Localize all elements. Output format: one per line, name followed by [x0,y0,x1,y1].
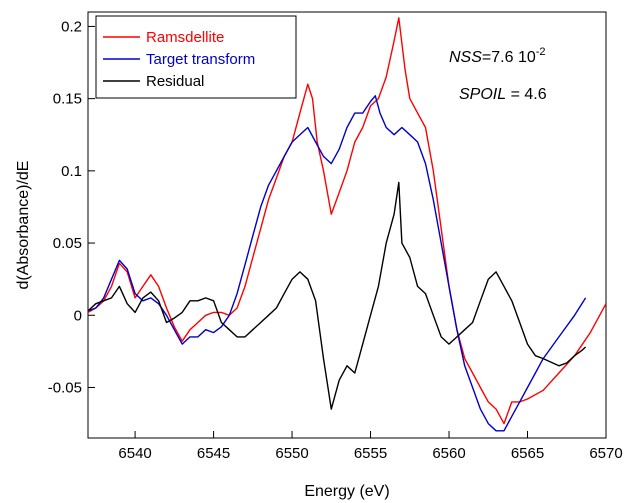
legend-label-target-transform: Target transform [146,51,255,68]
legend-label-ramsdellite: Ramsdellite [146,29,224,46]
x-tick-label: 6550 [275,445,308,462]
y-tick-label: 0 [74,307,82,324]
x-tick-label: 6540 [118,445,151,462]
nss-exponent: -2 [536,46,546,58]
nss-value: =7.6 10 [482,49,536,66]
x-tick-label: 6555 [354,445,387,462]
plot-frame [87,11,607,439]
y-axis-title: d(Absorbance)/dE [15,161,32,290]
y-tick-label: 0.05 [53,235,82,252]
x-tick-label: 6545 [197,445,230,462]
y-tick-label: 0.2 [61,18,82,35]
series-line-target-transform [88,95,587,432]
x-tick-label: 6560 [432,445,465,462]
x-axis-title: Energy (eV) [304,483,389,500]
x-tick-label: 6565 [511,445,544,462]
y-tick-label: -0.05 [48,379,82,396]
legend-label-residual: Residual [146,73,204,90]
spoil-value: = 4.6 [506,86,547,103]
spoil-label: SPOIL [459,86,506,103]
y-tick-label: 0.15 [53,91,82,108]
x-tick-label: 6570 [589,445,622,462]
x-axis: 6540 6545 6550 6555 6560 6565 6570 [118,431,623,462]
spoil-annotation: SPOIL = 4.6 [459,86,547,103]
nss-label: NSS [449,49,482,66]
series-line-ramsdellite [88,17,606,425]
legend: Ramsdellite Target transform Residual [95,15,297,99]
series-layer [88,17,606,432]
legend-box [95,15,297,99]
nss-annotation: NSS=7.6 10-2 [449,46,546,66]
y-axis: -0.05 0 0.05 0.1 0.15 0.2 [48,18,95,396]
series-line-residual [88,181,587,410]
y-tick-label: 0.1 [61,163,82,180]
